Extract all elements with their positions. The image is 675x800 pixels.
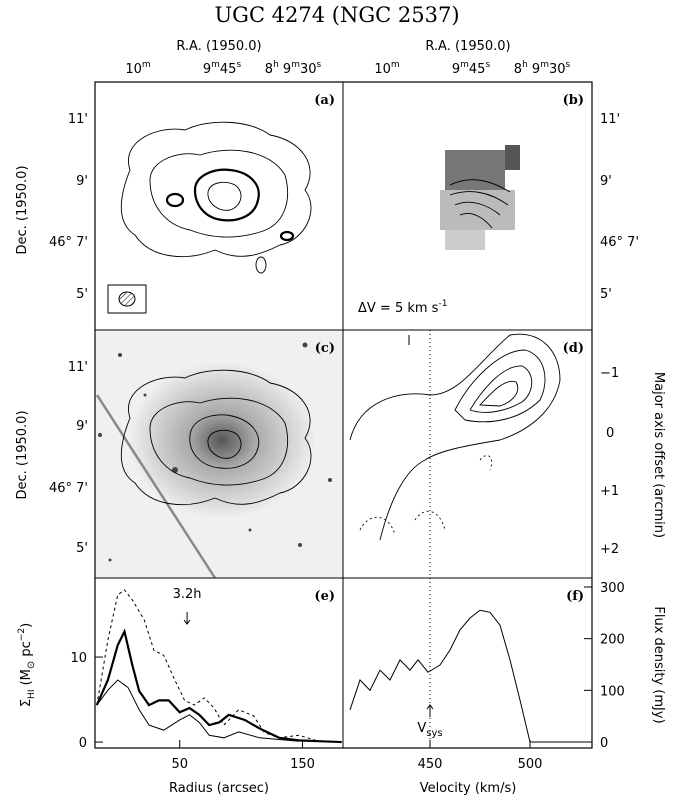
offset-tick: 0 xyxy=(606,426,614,441)
dec-tick: 46° 7' xyxy=(600,235,639,250)
data-line xyxy=(95,628,342,744)
satellite-trail xyxy=(95,394,217,579)
ra-tick: 9m45s xyxy=(203,60,242,77)
x-tick-label: 500 xyxy=(518,757,543,772)
ra-tick: 10m xyxy=(374,60,399,77)
x-axis-label: Radius (arcsec) xyxy=(169,781,269,796)
x-tick-label: 50 xyxy=(171,757,188,772)
panel-label: (d) xyxy=(563,341,584,356)
y-tick-label: 0 xyxy=(600,736,608,751)
y-tick-label: 200 xyxy=(600,633,625,648)
data-line xyxy=(349,609,590,743)
panel-label: (a) xyxy=(314,93,335,108)
dec-label: Dec. (1950.0) xyxy=(15,410,30,499)
ra-tick: 8h 9m30s xyxy=(265,60,322,77)
y2-axis-label: Flux density (mJy) xyxy=(651,606,666,723)
offset-label: Major axis offset (arcmin) xyxy=(651,372,666,538)
dec-tick: 11' xyxy=(600,112,620,127)
y-tick-label: 10 xyxy=(70,651,87,666)
contours-a xyxy=(107,121,312,314)
dec-tick: 9' xyxy=(76,419,88,434)
figure-title: UGC 4274 (NGC 2537) xyxy=(214,3,459,27)
dec-tick: 5' xyxy=(76,287,88,302)
annotation: 3.2h xyxy=(173,587,202,602)
velocity-field-b: ΔV = 5 km s-1 xyxy=(358,145,520,316)
offset-ticks: −1 0 +1 +2 xyxy=(600,366,619,557)
panel-label: (c) xyxy=(315,341,335,356)
panel-label: (f) xyxy=(566,589,584,604)
offset-tick: −1 xyxy=(600,366,619,381)
dec-tick: 5' xyxy=(600,287,612,302)
dec-tick: 5' xyxy=(76,541,88,556)
ra-tick: 8h 9m30s xyxy=(514,60,571,77)
annotation-arrow xyxy=(426,704,434,717)
annotation-part: sys xyxy=(426,728,442,739)
y-tick-label: 300 xyxy=(600,581,625,596)
dec-label: Dec. (1950.0) xyxy=(15,165,30,254)
ra-ticks-left: 10m 9m45s 8h 9m30s xyxy=(125,60,321,77)
data-line xyxy=(96,589,319,742)
ra-tick: 10m xyxy=(125,60,150,77)
dec-tick: 11' xyxy=(68,112,88,127)
x-tick-label: 450 xyxy=(418,757,443,772)
ra-label: R.A. (1950.0) xyxy=(176,39,261,54)
dec-tick: 46° 7' xyxy=(49,481,88,496)
ra-label: R.A. (1950.0) xyxy=(425,39,510,54)
y-axis-label: ΣHI (M⊙ pc−2) xyxy=(17,623,37,707)
data-line xyxy=(96,679,299,742)
dec-tick: 11' xyxy=(68,360,88,375)
annotation: Vsys xyxy=(417,721,442,739)
galaxy-glow xyxy=(127,360,317,520)
contours-c xyxy=(120,369,312,505)
panel-label: (e) xyxy=(314,589,335,604)
pv-contours-d xyxy=(349,333,561,541)
offset-tick: +2 xyxy=(600,542,619,557)
channel-note: ΔV = 5 km s-1 xyxy=(358,299,447,316)
y-tick-label: 0 xyxy=(79,736,87,751)
x-tick-label: 150 xyxy=(290,757,315,772)
ra-tick: 9m45s xyxy=(452,60,491,77)
panel-label: (b) xyxy=(563,93,584,108)
dec-tick: 46° 7' xyxy=(49,235,88,250)
ra-ticks-right: 10m 9m45s 8h 9m30s xyxy=(374,60,570,77)
annotation-part: V xyxy=(417,721,426,736)
offset-tick: +1 xyxy=(600,484,619,499)
dec-tick: 9' xyxy=(600,174,612,189)
annotation-arrow xyxy=(183,612,191,625)
dec-tick: 9' xyxy=(76,174,88,189)
y-tick-label: 100 xyxy=(600,684,625,699)
x-axis-label: Velocity (km/s) xyxy=(420,781,517,796)
dec-ticks: 11' 9' 46° 7' 5' 11' 9' 46° 7' 5' 11' 9'… xyxy=(49,112,639,556)
